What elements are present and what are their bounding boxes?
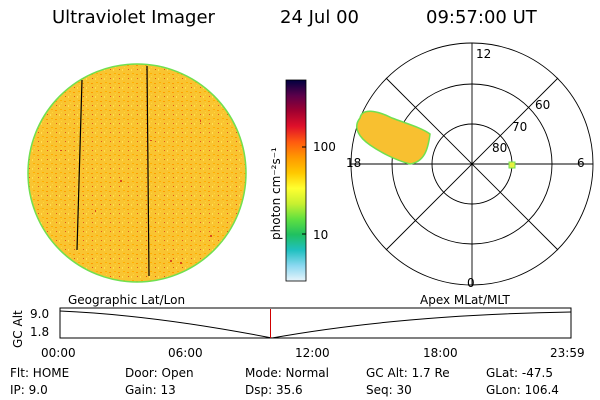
info-glon: GLon: 106.4 [486, 383, 559, 397]
timeline-left-title: Geographic Lat/Lon [68, 293, 186, 307]
info-door: Door: Open [125, 366, 194, 380]
timeline-x-label-0000: 00:00 [41, 346, 76, 360]
scan-line-right [146, 65, 150, 277]
info-dsp: Dsp: 35.6 [245, 383, 303, 397]
auroral-oval [356, 110, 431, 165]
info-flight: Flt: HOME [10, 366, 70, 380]
lat-label-70: 70 [512, 120, 528, 134]
info-ip: IP: 9.0 [10, 383, 48, 397]
scan-line-left [76, 79, 83, 251]
lat-label-60: 60 [535, 98, 551, 112]
mlt-label-12: 12 [476, 47, 492, 61]
mlt-label-0: 0 [467, 276, 475, 290]
date-label: 24 Jul 00 [280, 7, 359, 28]
timeline-y-label-bottom: 1.8 [30, 325, 50, 339]
timeline-x-label-2359: 23:59 [550, 346, 585, 360]
timeline-right-title: Apex MLat/MLT [420, 293, 510, 307]
colorbar-tick-100: 100 [313, 140, 336, 154]
timeline-x-label-0600: 06:00 [168, 346, 203, 360]
colorbar-unit-label: photon cm⁻²s⁻¹ [269, 147, 283, 240]
color-bar [285, 79, 307, 282]
polar-plot [350, 42, 594, 286]
time-label: 09:57:00 UT [426, 7, 537, 28]
mlt-label-6: 6 [577, 156, 585, 170]
info-mode: Mode: Normal [245, 366, 329, 380]
mlt-label-18: 18 [346, 156, 362, 170]
info-gc-alt: GC Alt: 1.7 Re [366, 366, 450, 380]
info-glat: GLat: -47.5 [486, 366, 553, 380]
info-gain: Gain: 13 [125, 383, 176, 397]
current-time-marker [269, 309, 271, 338]
timeline-x-label-1800: 18:00 [423, 346, 458, 360]
colorbar-tick-10: 10 [313, 228, 329, 242]
timeline-axis-label: GC Alt [11, 310, 25, 348]
timeline-y-label-top: 9.0 [30, 307, 50, 321]
instrument-title: Ultraviolet Imager [52, 7, 215, 28]
lat-label-80: 80 [492, 141, 508, 155]
altitude-timeline [59, 307, 572, 339]
timeline-x-label-1200: 12:00 [295, 346, 330, 360]
earth-disk-image [27, 63, 247, 283]
info-seq: Seq: 30 [366, 383, 412, 397]
